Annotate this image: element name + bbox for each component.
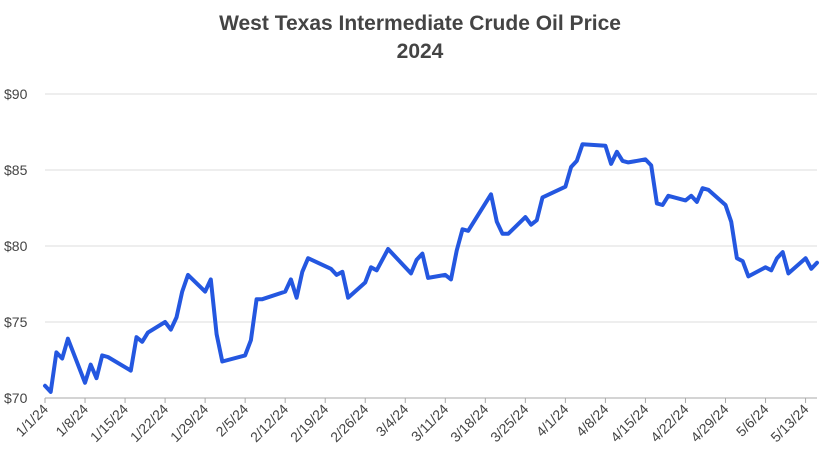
x-tick-label: 2/26/24 xyxy=(327,401,371,445)
x-tick-label: 2/19/24 xyxy=(287,401,331,445)
x-tick-label: 3/4/24 xyxy=(373,401,412,440)
y-tick-label: $90 xyxy=(4,86,28,102)
y-tick-label: $80 xyxy=(4,238,28,254)
x-tick-label: 3/11/24 xyxy=(408,401,452,445)
x-tick-label: 1/1/24 xyxy=(12,401,51,440)
x-tick-label: 1/15/24 xyxy=(87,401,131,445)
price-line xyxy=(43,142,819,394)
x-tick-label: 2/12/24 xyxy=(247,401,291,445)
x-tick-label: 3/18/24 xyxy=(447,401,491,445)
chart-subtitle: 2024 xyxy=(397,40,444,63)
y-tick-label: $70 xyxy=(4,390,28,406)
x-tick-label: 3/25/24 xyxy=(487,401,531,445)
x-tick-label: 5/6/24 xyxy=(733,401,772,440)
y-tick-label: $75 xyxy=(4,314,28,330)
x-tick-label: 4/29/24 xyxy=(687,401,731,445)
x-tick-label: 2/5/24 xyxy=(212,401,251,440)
chart-title: West Texas Intermediate Crude Oil Price xyxy=(219,12,621,35)
x-tick-label: 1/29/24 xyxy=(167,401,211,445)
x-tick-label: 5/13/24 xyxy=(767,401,811,445)
x-tick-label: 1/8/24 xyxy=(52,401,91,440)
y-tick-label: $85 xyxy=(4,162,28,178)
x-tick-label: 4/15/24 xyxy=(607,401,651,445)
x-tick-label: 1/22/24 xyxy=(127,401,171,445)
x-tick-label: 4/22/24 xyxy=(647,401,691,445)
x-tick-label: 4/8/24 xyxy=(573,401,612,440)
x-tick-label: 4/1/24 xyxy=(533,401,572,440)
